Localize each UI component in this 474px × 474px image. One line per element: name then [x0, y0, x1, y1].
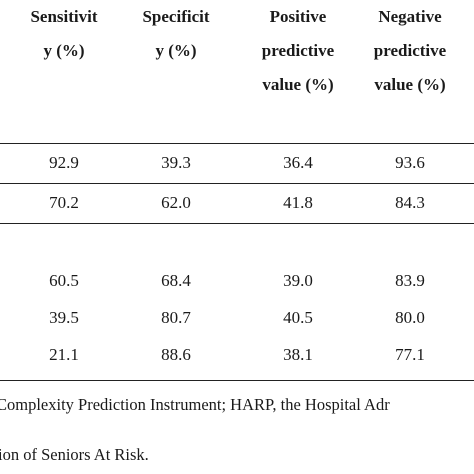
table-cell: 21.1 [49, 345, 79, 364]
header-line: y (%) [43, 41, 85, 60]
table-cell: 88.6 [161, 345, 191, 364]
table-cell: 70.2 [49, 193, 79, 212]
header-line: value (%) [262, 75, 334, 94]
header-line: value (%) [374, 75, 446, 94]
header-line: Specificit [142, 7, 210, 26]
table-cell: 80.7 [161, 308, 191, 327]
table-cell: 36.4 [283, 153, 313, 172]
header-sensitivity: Sensitivit y (%) [24, 0, 104, 68]
table-cell: 41.8 [283, 193, 313, 212]
table-cell: 60.5 [49, 271, 79, 290]
header-line: predictive [373, 41, 447, 60]
table-rule [0, 183, 474, 184]
table-cell: 80.0 [395, 308, 425, 327]
header-npv: Negative predictive value (%) [360, 0, 460, 102]
header-line: y (%) [155, 41, 197, 60]
table-rule [0, 223, 474, 224]
header-ppv: Positive predictive value (%) [248, 0, 348, 102]
header-line: Negative [378, 7, 442, 26]
footnote-line: ion of Seniors At Risk. [0, 445, 149, 464]
header-line: Positive [269, 7, 327, 26]
table-cell: 77.1 [395, 345, 425, 364]
table-rule [0, 143, 474, 144]
table-cell: 84.3 [395, 193, 425, 212]
table-cell: 83.9 [395, 271, 425, 290]
table-cell: 62.0 [161, 193, 191, 212]
table-cell: 39.5 [49, 308, 79, 327]
table-cell: 92.9 [49, 153, 79, 172]
table-cell: 40.5 [283, 308, 313, 327]
table-rule [0, 380, 474, 381]
table-cell: 38.1 [283, 345, 313, 364]
table-cell: 93.6 [395, 153, 425, 172]
header-specificity: Specificit y (%) [136, 0, 216, 68]
table-cell: 39.3 [161, 153, 191, 172]
header-line: predictive [261, 41, 335, 60]
table-cell: 39.0 [283, 271, 313, 290]
table-cell: 68.4 [161, 271, 191, 290]
header-line: Sensitivit [30, 7, 98, 26]
footnote-line: Complexity Prediction Instrument; HARP, … [0, 395, 390, 414]
